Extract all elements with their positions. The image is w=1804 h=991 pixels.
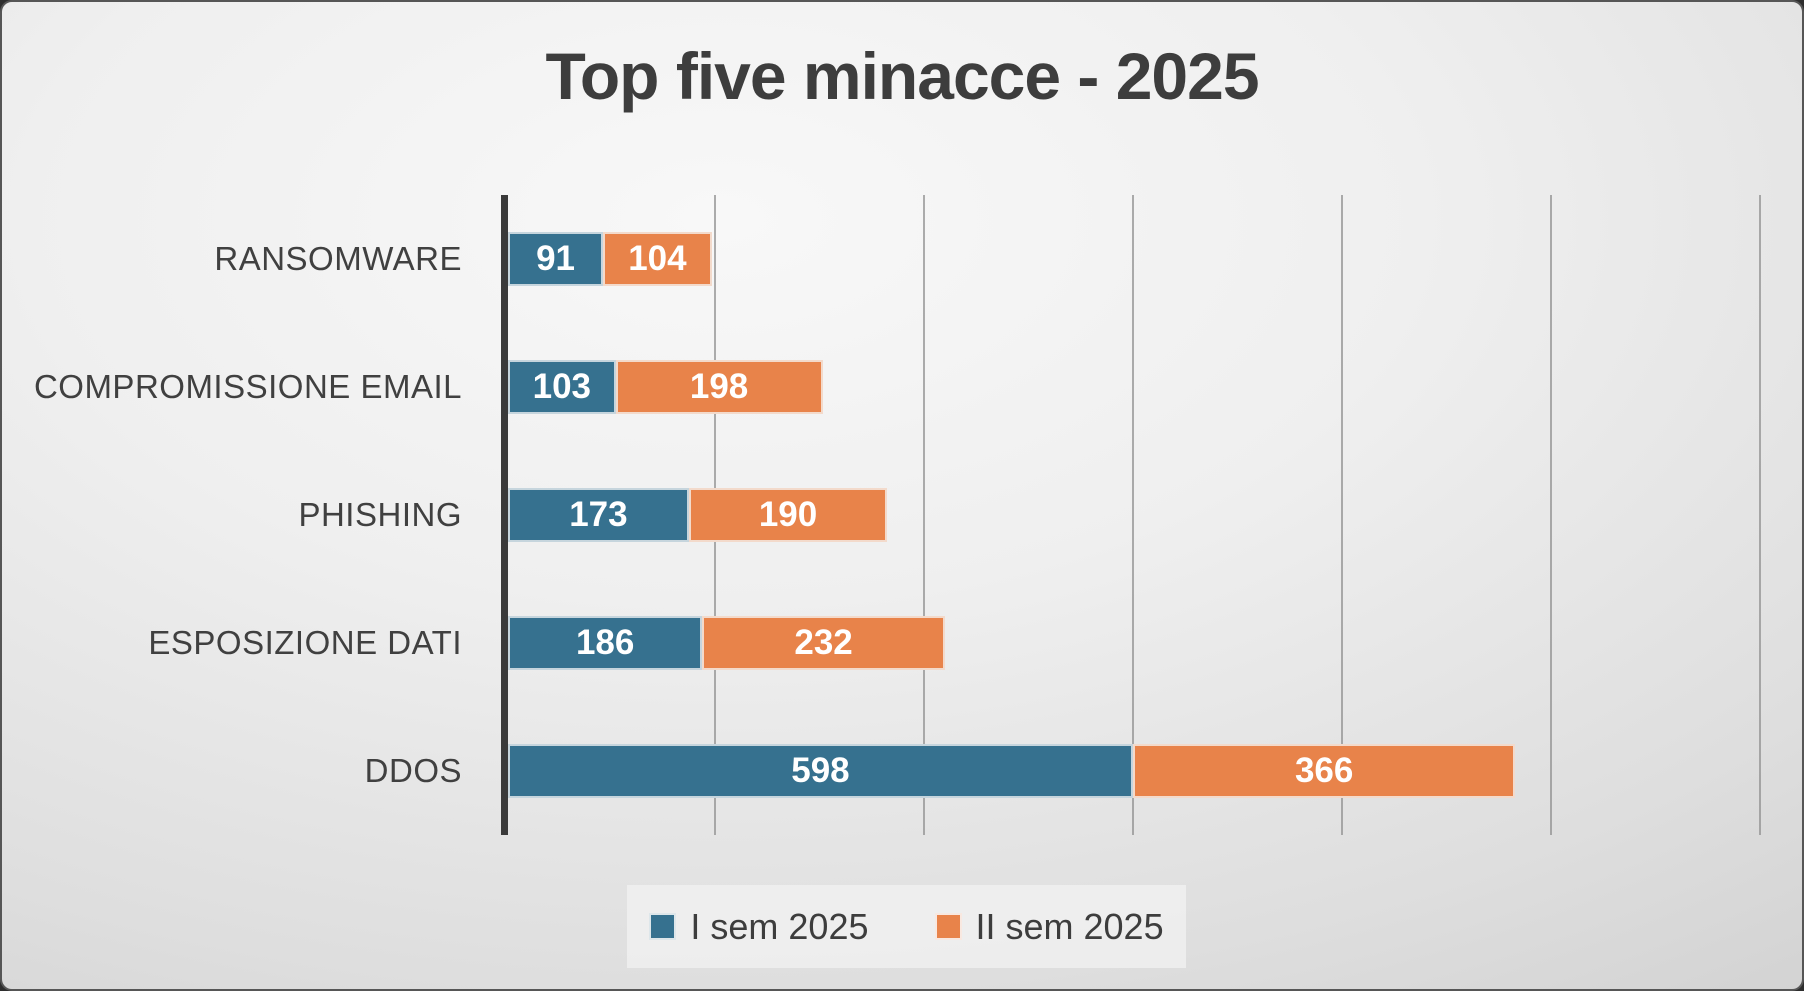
bar-value-label: 173 <box>569 495 628 534</box>
legend-label: II sem 2025 <box>975 905 1164 947</box>
bar-segment-series-2: 198 <box>615 360 823 414</box>
gridline-400 <box>923 195 925 835</box>
bar-segment-series-1: 598 <box>508 744 1133 798</box>
gridline-800 <box>1341 195 1343 835</box>
legend-item-series-1: I sem 2025 <box>649 905 869 948</box>
bar-value-label: 190 <box>758 495 818 534</box>
bar-segment-series-1: 103 <box>508 360 616 414</box>
bar-stack: 173 190 <box>508 488 888 542</box>
bar-value-label: 103 <box>532 367 592 406</box>
category-row: COMPROMISSIONE EMAIL 103 198 <box>2 323 1802 451</box>
bar-stack: 103 198 <box>508 360 823 414</box>
legend-label: I sem 2025 <box>690 905 869 947</box>
bar-segment-series-1: 173 <box>508 488 689 542</box>
category-row: DDOS 598 366 <box>2 707 1802 835</box>
bar-value-label: 186 <box>575 623 635 662</box>
bar-stack: 598 366 <box>508 744 1516 798</box>
bar-value-label: 91 <box>536 239 576 278</box>
bar-stack: 91 104 <box>508 232 712 286</box>
bar-stack: 186 232 <box>508 616 945 670</box>
category-row: PHISHING 173 190 <box>2 451 1802 579</box>
gridline-1200 <box>1759 195 1761 835</box>
legend-swatch-series-1 <box>649 913 677 940</box>
bar-segment-series-2: 366 <box>1132 744 1516 798</box>
bar-value-label: 232 <box>794 623 853 662</box>
y-axis-line <box>501 195 508 835</box>
bar-segment-series-2: 190 <box>688 488 888 542</box>
bar-value-label: 366 <box>1294 751 1354 790</box>
category-label: PHISHING <box>298 496 462 533</box>
chart-title: Top five minacce - 2025 <box>545 39 1259 113</box>
category-label: COMPROMISSIONE EMAIL <box>33 368 462 405</box>
gridline-600 <box>1132 195 1134 835</box>
legend-item-series-2: II sem 2025 <box>934 905 1164 948</box>
legend-swatch-series-2 <box>934 913 962 940</box>
category-row: ESPOSIZIONE DATI 186 232 <box>2 579 1802 707</box>
plot-area: RANSOMWARE 91 104 COMPROMISSIONE EMAIL 103 19… <box>2 195 1802 835</box>
category-label: RANSOMWARE <box>214 240 462 277</box>
bar-value-label: 598 <box>791 751 850 790</box>
bar-segment-series-2: 104 <box>603 232 712 286</box>
bar-segment-series-1: 91 <box>508 232 604 286</box>
category-row: RANSOMWARE 91 104 <box>2 195 1802 323</box>
gridline-1000 <box>1550 195 1552 835</box>
bar-segment-series-2: 232 <box>702 616 945 670</box>
bar-value-label: 104 <box>628 239 687 278</box>
bar-segment-series-1: 186 <box>508 616 703 670</box>
category-label: DDOS <box>364 752 462 789</box>
legend: I sem 2025 II sem 2025 <box>627 885 1186 968</box>
bar-value-label: 198 <box>689 367 749 406</box>
category-label: ESPOSIZIONE DATI <box>148 624 462 661</box>
